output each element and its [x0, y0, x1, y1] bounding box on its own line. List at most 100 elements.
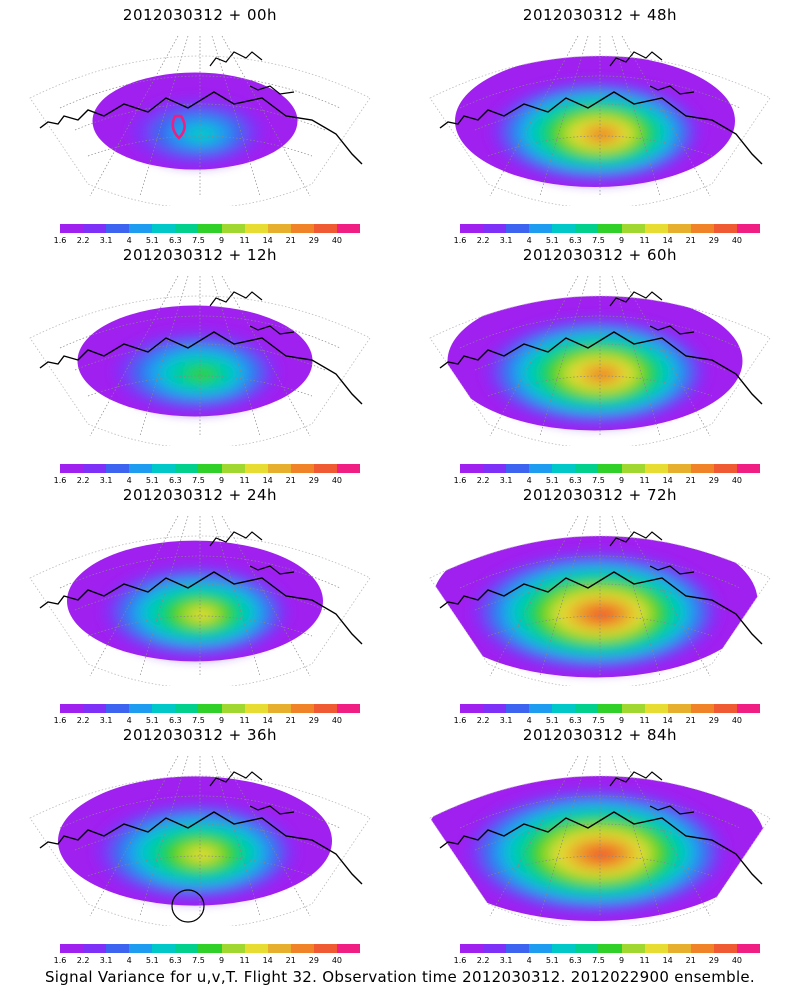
colorbar-swatch [106, 944, 130, 953]
colorbar-tick-label: 3.1 [499, 476, 513, 485]
colorbar-tick-label: 11 [239, 476, 250, 485]
colorbar-swatch [60, 224, 84, 233]
colorbar-swatch [552, 704, 576, 713]
colorbar-swatch [106, 464, 130, 473]
colorbar-swatch [483, 224, 507, 233]
colorbar-tick-label: 40 [731, 476, 743, 485]
forecast-map [429, 755, 771, 926]
colorbar [460, 704, 761, 713]
colorbar [60, 224, 361, 233]
colorbar-swatch [483, 464, 507, 473]
colorbar-swatch [736, 224, 761, 233]
colorbar-tick-label: 29 [308, 476, 319, 485]
colorbar-tick-label: 40 [731, 236, 743, 245]
colorbar-tick-label: 29 [308, 716, 319, 725]
graticule [59, 275, 341, 437]
colorbar-tick-label: 40 [331, 476, 343, 485]
colorbar-swatch [506, 224, 530, 233]
forecast-map [29, 35, 371, 206]
colorbar-swatch [529, 704, 553, 713]
colorbar-swatch [667, 464, 691, 473]
colorbar-tick-label: 7.5 [192, 956, 205, 965]
colorbar-swatch [575, 224, 599, 233]
coastline [439, 91, 763, 165]
colorbar-tick-label: 1.6 [453, 956, 467, 965]
colorbar-tick-label: 3.1 [499, 956, 513, 965]
graticule [459, 275, 741, 437]
colorbar-swatch [667, 704, 691, 713]
variance-field [455, 56, 735, 187]
colorbar [460, 224, 761, 233]
colorbar-tick-label: 9 [218, 236, 225, 245]
colorbar-swatch [336, 464, 361, 473]
colorbar-swatch [152, 464, 176, 473]
map-panel: 2012030312 + 24h 1.6 2.2 3.1 4 5.1 6.3 7.5 9 11 14… [0, 480, 400, 725]
colorbar-tick-label: 6.3 [169, 956, 182, 965]
colorbar-ticks: 1.6 2.2 3.1 4 5.1 6.3 7.5 9 11 14 21 29 40 [454, 236, 760, 246]
colorbar-swatch [736, 944, 761, 953]
colorbar-swatch [736, 704, 761, 713]
panel-title: 2012030312 + 72h [522, 486, 678, 504]
colorbar-swatch [529, 464, 553, 473]
colorbar-tick-label: 7.5 [192, 236, 205, 245]
colorbar-tick-label: 9 [218, 476, 225, 485]
colorbar-swatch [336, 224, 361, 233]
magenta-contour [171, 114, 186, 140]
colorbar-tick-label: 29 [308, 236, 319, 245]
colorbar-tick-label: 9 [618, 956, 625, 965]
colorbar-tick-label: 21 [285, 476, 296, 485]
colorbar-tick-label: 11 [239, 716, 250, 725]
graticule [459, 755, 741, 917]
map-panel: 2012030312 + 00h 1.6 2.2 3.1 4 5.1 6.3 7.5 9 11 14… [0, 0, 400, 245]
colorbar-swatch [621, 464, 645, 473]
colorbar-tick-label: 5.1 [545, 956, 559, 965]
colorbar-swatch [290, 944, 314, 953]
colorbar-swatch [460, 704, 484, 713]
colorbar-swatch [198, 224, 222, 233]
colorbar-tick-label: 5.1 [545, 236, 559, 245]
colorbar-tick-label: 2.2 [76, 716, 90, 725]
colorbar-swatch [244, 224, 268, 233]
colorbar-swatch [644, 464, 668, 473]
colorbar-tick-label: 9 [218, 716, 225, 725]
colorbar-swatch [506, 464, 530, 473]
colorbar-swatch [644, 704, 668, 713]
colorbar-swatch [60, 944, 84, 953]
forecast-map [29, 275, 371, 446]
colorbar-swatch [460, 224, 484, 233]
colorbar-swatch [175, 704, 199, 713]
colorbar-swatch [290, 464, 314, 473]
colorbar [60, 704, 361, 713]
colorbar-tick-label: 2.2 [76, 236, 90, 245]
map-panel: 2012030312 + 60h 1.6 2.2 3.1 4 5.1 6.3 7.5 9 11 14… [400, 240, 800, 485]
colorbar-tick-label: 9 [618, 716, 625, 725]
colorbar-tick-label: 21 [285, 716, 296, 725]
colorbar-swatch [175, 464, 199, 473]
colorbar-tick-label: 6.3 [569, 716, 582, 725]
colorbar-swatch [267, 464, 291, 473]
arctic-islands [209, 771, 295, 815]
colorbar-tick-label: 14 [262, 716, 273, 725]
colorbar-tick-label: 21 [685, 476, 696, 485]
panel-title: 2012030312 + 48h [522, 6, 678, 24]
colorbar-swatch [736, 464, 761, 473]
panel-title: 2012030312 + 00h [122, 6, 278, 24]
graticule [59, 755, 341, 917]
colorbar-tick-label: 29 [708, 476, 719, 485]
colorbar-swatch [290, 224, 314, 233]
colorbar-tick-label: 6.3 [569, 956, 582, 965]
colorbar-swatch [60, 704, 84, 713]
colorbar-tick-label: 6.3 [569, 476, 582, 485]
colorbar-tick-label: 5.1 [145, 236, 159, 245]
colorbar-tick-label: 5.1 [545, 476, 559, 485]
coastline [439, 571, 763, 645]
colorbar [460, 464, 761, 473]
colorbar-swatch [529, 224, 553, 233]
colorbar-tick-label: 40 [331, 716, 343, 725]
colorbar-tick-label: 11 [639, 716, 650, 725]
colorbar-tick-label: 4 [126, 956, 132, 965]
colorbar-tick-label: 3.1 [99, 236, 113, 245]
colorbar-tick-label: 11 [639, 476, 650, 485]
arctic-islands [609, 531, 695, 575]
colorbar-tick-label: 4 [126, 236, 132, 245]
